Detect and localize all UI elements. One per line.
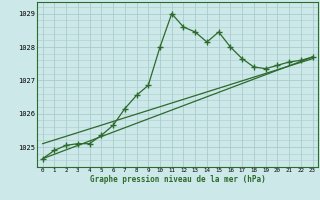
X-axis label: Graphe pression niveau de la mer (hPa): Graphe pression niveau de la mer (hPa) — [90, 175, 266, 184]
